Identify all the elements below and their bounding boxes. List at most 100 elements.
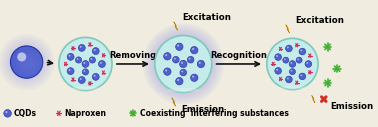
Circle shape — [58, 113, 60, 114]
Circle shape — [180, 69, 187, 76]
Circle shape — [150, 31, 217, 97]
Circle shape — [326, 46, 329, 48]
Text: Excitation: Excitation — [182, 13, 231, 22]
Circle shape — [276, 55, 278, 57]
Circle shape — [89, 44, 91, 45]
Circle shape — [100, 62, 102, 64]
Circle shape — [305, 61, 312, 67]
Circle shape — [280, 78, 281, 80]
Circle shape — [155, 35, 212, 92]
Circle shape — [309, 55, 310, 56]
Circle shape — [80, 78, 82, 80]
Circle shape — [72, 79, 74, 80]
Circle shape — [287, 77, 289, 79]
Circle shape — [65, 63, 66, 65]
Circle shape — [174, 58, 176, 60]
Ellipse shape — [71, 86, 100, 90]
Circle shape — [284, 58, 286, 60]
Polygon shape — [312, 96, 315, 103]
Circle shape — [78, 44, 85, 51]
Circle shape — [68, 69, 70, 71]
Circle shape — [291, 70, 292, 72]
Circle shape — [301, 74, 302, 76]
Circle shape — [92, 73, 99, 80]
Circle shape — [11, 46, 43, 78]
Circle shape — [78, 77, 85, 83]
Circle shape — [80, 46, 82, 48]
Circle shape — [197, 60, 204, 68]
Circle shape — [165, 54, 167, 56]
Circle shape — [280, 48, 281, 50]
Polygon shape — [172, 98, 176, 106]
Ellipse shape — [278, 86, 307, 90]
Text: Coexisting  interfering substances: Coexisting interfering substances — [139, 109, 288, 118]
Circle shape — [90, 58, 92, 60]
Circle shape — [4, 110, 11, 117]
Circle shape — [94, 75, 96, 77]
Circle shape — [148, 28, 219, 100]
Polygon shape — [174, 22, 178, 30]
Circle shape — [132, 112, 134, 114]
Circle shape — [191, 74, 198, 82]
Circle shape — [82, 69, 88, 75]
Circle shape — [181, 70, 183, 72]
Circle shape — [273, 63, 274, 65]
Circle shape — [0, 34, 54, 90]
Circle shape — [94, 49, 96, 51]
Circle shape — [22, 57, 36, 71]
Circle shape — [59, 37, 112, 91]
Circle shape — [103, 72, 104, 73]
Circle shape — [84, 62, 85, 64]
Circle shape — [164, 53, 171, 60]
Circle shape — [145, 26, 221, 102]
Circle shape — [286, 45, 292, 52]
Circle shape — [103, 55, 104, 56]
Circle shape — [283, 57, 289, 63]
Circle shape — [82, 61, 89, 67]
Circle shape — [336, 67, 338, 70]
Text: Removing: Removing — [109, 51, 156, 60]
Circle shape — [72, 48, 74, 49]
Circle shape — [17, 52, 26, 61]
Circle shape — [177, 45, 179, 47]
Circle shape — [289, 61, 296, 67]
Circle shape — [306, 62, 308, 64]
Circle shape — [68, 55, 70, 57]
Text: CQDs: CQDs — [13, 109, 36, 118]
Circle shape — [89, 57, 96, 63]
Circle shape — [5, 111, 8, 113]
Circle shape — [275, 68, 282, 74]
Circle shape — [19, 53, 39, 74]
Circle shape — [276, 69, 278, 71]
Circle shape — [15, 50, 43, 77]
Circle shape — [181, 62, 183, 64]
Circle shape — [286, 76, 292, 83]
Circle shape — [180, 60, 187, 68]
Circle shape — [8, 44, 45, 81]
Circle shape — [287, 46, 289, 48]
Text: Emission: Emission — [181, 105, 225, 114]
Circle shape — [296, 82, 297, 83]
Circle shape — [67, 68, 74, 75]
Circle shape — [192, 76, 194, 78]
Circle shape — [143, 24, 224, 104]
Circle shape — [297, 58, 299, 60]
Circle shape — [89, 83, 91, 84]
Circle shape — [290, 62, 292, 64]
Circle shape — [3, 39, 50, 85]
Ellipse shape — [167, 88, 199, 92]
Circle shape — [275, 54, 282, 60]
Circle shape — [267, 38, 318, 90]
Circle shape — [326, 82, 329, 84]
Circle shape — [67, 53, 74, 60]
Circle shape — [299, 48, 306, 55]
Text: Recognition: Recognition — [211, 51, 267, 60]
Circle shape — [191, 46, 198, 54]
Text: Emission: Emission — [330, 102, 373, 111]
Circle shape — [189, 58, 191, 60]
Polygon shape — [286, 25, 290, 33]
Circle shape — [164, 68, 171, 75]
Circle shape — [199, 62, 201, 64]
Circle shape — [176, 43, 183, 50]
Circle shape — [1, 36, 52, 88]
